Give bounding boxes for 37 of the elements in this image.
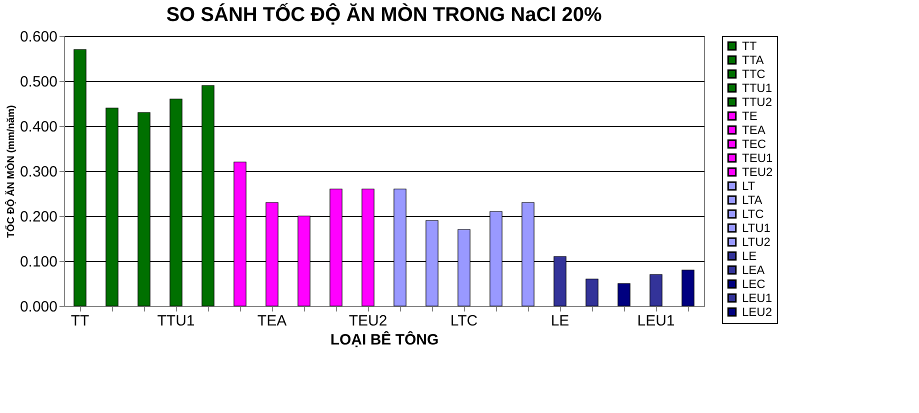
legend-label: TEC [742,137,766,151]
legend-label: LT [742,179,756,193]
x-tick-label: LE [550,312,570,330]
x-tick-label: TEU2 [348,312,388,330]
legend-label: TTA [742,53,764,67]
legend-label: LEU2 [742,305,772,319]
legend-label: TEU1 [742,151,773,165]
legend-label: LE [742,249,757,263]
legend-label: LEU1 [742,291,772,305]
y-tick-label: 0.300 [20,164,58,180]
legend-label: TTU1 [742,81,772,95]
legend-label: LTU2 [742,235,771,249]
legend-label: LEC [742,277,766,291]
x-tick-label: TTU1 [157,312,195,330]
legend-label: LTU1 [742,221,771,235]
x-tick-label: LTC [450,312,478,330]
legend-label: LTC [742,207,764,221]
x-tick-label: LEU1 [637,312,675,330]
legend-label: TT [742,39,758,53]
y-tick-label: 0.000 [20,298,58,316]
legend-label: TE [742,109,758,123]
x-tick-label: TEA [257,312,287,330]
legend-label: LTA [742,193,762,207]
legend-label: TEU2 [742,165,773,179]
x-tick-label: TT [70,312,90,330]
chart-title: SO SÁNH TỐC ĐỘ ĂN MÒN TRONG NaCl 20% [166,3,602,26]
legend-label: TTU2 [742,95,772,109]
x-axis-title: LOẠI BÊ TÔNG [330,330,439,348]
y-tick-label: 0.600 [20,28,58,46]
legend-label: LEA [742,263,765,277]
y-tick-label: 0.200 [20,208,58,226]
y-axis-title: TỐC ĐỘ ĂN MÒN (mm/năm) [4,105,17,238]
legend-label: TTC [742,67,766,81]
y-tick-label: 0.400 [20,118,58,136]
legend-label: TEA [742,123,766,137]
y-tick-label: 0.100 [20,254,58,270]
y-tick-label: 0.500 [20,74,58,90]
